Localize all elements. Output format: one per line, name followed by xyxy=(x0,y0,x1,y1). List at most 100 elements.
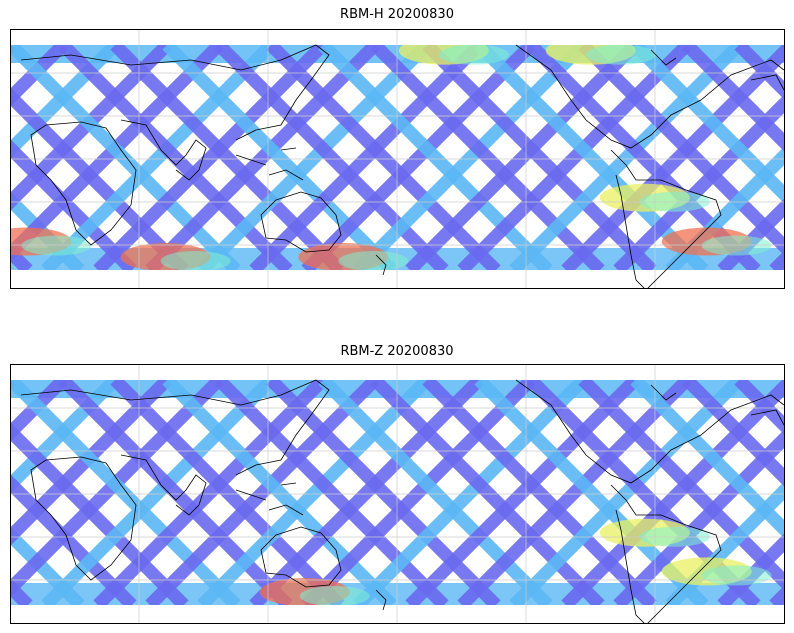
swath-line xyxy=(422,45,657,270)
swath-line xyxy=(318,380,553,605)
swath-line xyxy=(11,87,189,270)
swath-line xyxy=(11,45,241,270)
swath-line xyxy=(682,380,784,487)
swath-line xyxy=(197,380,432,605)
coastline-path xyxy=(375,254,387,276)
coastline-path xyxy=(30,121,137,246)
swath-line xyxy=(266,380,501,605)
graticule xyxy=(11,365,784,623)
swath-line xyxy=(145,380,380,605)
coastline-path xyxy=(650,49,784,91)
hotspot-patch xyxy=(21,235,92,256)
hotspot-patch xyxy=(338,251,409,270)
swath-line xyxy=(41,45,276,270)
swath-line xyxy=(630,45,784,204)
swath-line xyxy=(11,380,172,546)
swath-line xyxy=(11,526,85,605)
swath-line xyxy=(11,380,224,598)
swath-line xyxy=(370,380,605,605)
swath-line xyxy=(249,45,484,270)
coastline-path xyxy=(120,454,207,516)
swath-line xyxy=(249,380,484,605)
swath-tracks xyxy=(11,380,784,605)
coastline-path xyxy=(260,526,342,588)
graticule xyxy=(11,30,784,288)
swath-line xyxy=(11,474,137,605)
swath-line xyxy=(509,380,744,605)
swath-line xyxy=(93,45,328,270)
coastline-path xyxy=(610,484,722,623)
hotspot-patch xyxy=(701,235,772,256)
swath-line xyxy=(613,94,784,270)
swath-line xyxy=(11,139,137,270)
coastline-path xyxy=(120,119,207,181)
swath-line xyxy=(457,45,692,270)
swath-line xyxy=(197,45,432,270)
swath-line xyxy=(561,380,784,605)
swath-line xyxy=(11,45,68,107)
swath-line xyxy=(11,45,172,211)
swath-line xyxy=(630,380,784,539)
coastline-path xyxy=(20,379,330,476)
hotspot-patch xyxy=(438,45,509,65)
swath-line xyxy=(734,45,784,100)
panel-title-top: RBM-H 20200830 xyxy=(340,7,454,22)
swath-line xyxy=(301,45,536,270)
swath-line xyxy=(58,45,293,270)
coastline-path xyxy=(515,44,784,149)
coastline-path xyxy=(650,384,784,426)
hotspot-patch xyxy=(160,251,231,270)
swath-line xyxy=(578,45,784,256)
map-panel-top xyxy=(10,29,785,289)
swath-line xyxy=(353,380,588,605)
swath-line xyxy=(717,533,784,605)
swath-line xyxy=(318,45,553,270)
swath-line xyxy=(162,380,397,605)
swath-line xyxy=(11,380,241,605)
swath-line xyxy=(734,380,784,435)
swath-line xyxy=(613,429,784,605)
swath-line xyxy=(405,45,640,270)
map-svg-top xyxy=(11,30,784,288)
swath-line xyxy=(422,380,657,605)
swath-line xyxy=(214,380,449,605)
hotspot-patch xyxy=(299,586,370,605)
swath-line xyxy=(717,198,784,270)
swath-line xyxy=(578,380,784,591)
swath-line xyxy=(353,45,588,270)
swath-line xyxy=(474,45,709,270)
swath-line xyxy=(58,380,293,605)
coastline-path xyxy=(235,147,304,181)
coastline-path xyxy=(515,379,784,484)
swath-line xyxy=(41,380,276,605)
coastline-path xyxy=(30,456,137,581)
swath-line xyxy=(214,45,449,270)
swath-line xyxy=(561,45,784,270)
coastline-path xyxy=(235,482,304,516)
swath-line xyxy=(266,45,501,270)
map-svg-bottom xyxy=(11,365,784,623)
hotspot-patch xyxy=(701,565,772,586)
swath-line xyxy=(457,380,692,605)
coastline-path xyxy=(610,149,722,288)
swath-line xyxy=(145,45,380,270)
swath-line xyxy=(162,45,397,270)
coastline-path xyxy=(375,589,387,611)
map-panel-bottom xyxy=(10,364,785,624)
swath-line xyxy=(93,380,328,605)
swath-tracks xyxy=(11,45,784,270)
coastline-path xyxy=(260,191,342,253)
swath-line xyxy=(301,380,536,605)
hotspot-patch xyxy=(585,45,656,65)
panel-title-bottom: RBM-Z 20200830 xyxy=(340,344,454,359)
swath-line xyxy=(405,380,640,605)
swath-line xyxy=(11,380,68,442)
swath-line xyxy=(11,380,120,494)
coastline-path xyxy=(20,44,330,141)
swath-line xyxy=(370,45,605,270)
swath-line xyxy=(11,45,120,159)
swath-line xyxy=(509,45,744,270)
swath-line xyxy=(682,45,784,152)
swath-line xyxy=(110,45,345,270)
swath-line xyxy=(110,380,345,605)
